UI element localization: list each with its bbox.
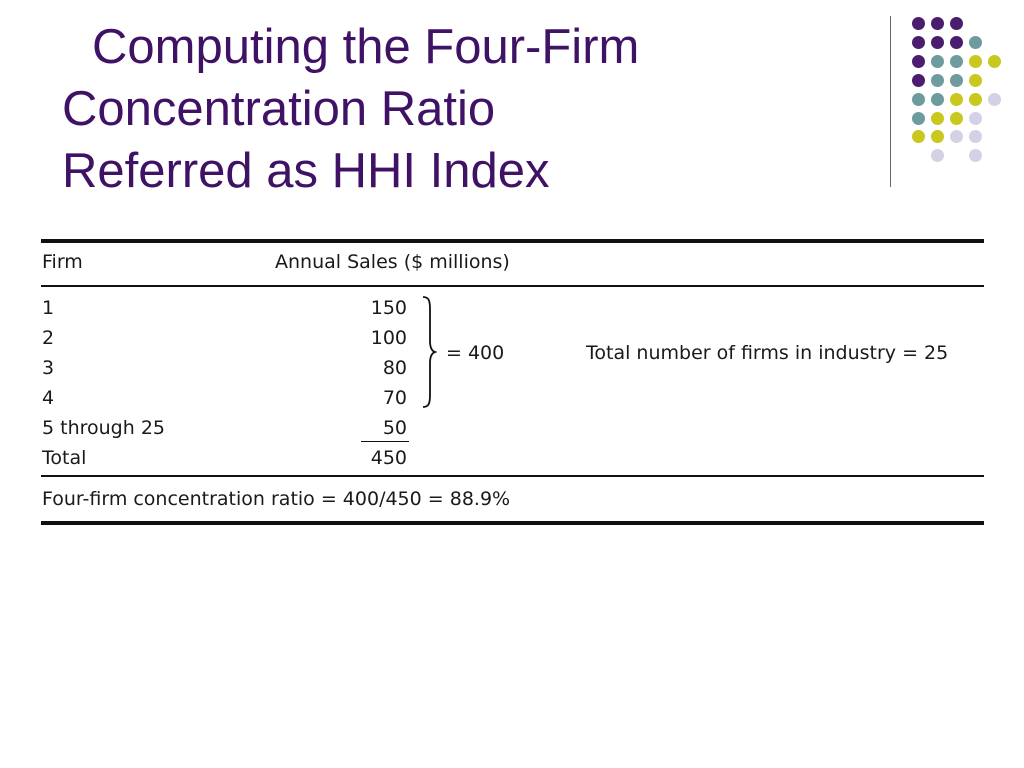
- bracket-sum: = 400: [446, 342, 505, 364]
- table-header-rule: [41, 285, 984, 287]
- title-line-1: Computing the Four-Firm: [92, 20, 640, 74]
- dot: [912, 17, 925, 30]
- dot: [969, 149, 982, 162]
- dot: [931, 36, 944, 49]
- dot: [988, 93, 1001, 106]
- dot: [931, 93, 944, 106]
- table-row-firm: 5 through 25: [42, 417, 165, 439]
- total-firms-note: Total number of firms in industry = 25: [586, 342, 949, 364]
- dot: [969, 36, 982, 49]
- dot: [931, 74, 944, 87]
- dot: [912, 130, 925, 143]
- title-line-3: Referred as HHI Index: [62, 144, 550, 198]
- dot: [931, 55, 944, 68]
- dot: [931, 149, 944, 162]
- total-label: Total: [42, 447, 87, 469]
- concentration-ratio-formula: Four-firm concentration ratio = 400/450 …: [42, 488, 511, 510]
- table-row-firm: 4: [42, 387, 55, 409]
- dot: [950, 36, 963, 49]
- header-annual-sales: Annual Sales ($ millions): [275, 251, 510, 273]
- dot: [969, 112, 982, 125]
- table-row-firm: 3: [42, 357, 55, 379]
- table-row-sales: 70: [382, 387, 407, 409]
- title-line-2: Concentration Ratio: [62, 82, 496, 136]
- header-firm: Firm: [42, 251, 83, 273]
- sum-underline: [361, 441, 409, 442]
- table-row-sales: 50: [382, 417, 407, 439]
- dot: [969, 93, 982, 106]
- dot: [969, 130, 982, 143]
- table-row-sales: 100: [370, 327, 407, 349]
- dot: [912, 112, 925, 125]
- dot: [950, 74, 963, 87]
- table-row-sales: 80: [382, 357, 407, 379]
- table-row-firm: 1: [42, 297, 55, 319]
- dot: [969, 55, 982, 68]
- dot: [912, 36, 925, 49]
- dot: [931, 130, 944, 143]
- table-total-rule: [41, 475, 984, 477]
- right-brace-icon: [422, 296, 437, 408]
- concentration-table: Firm Annual Sales ($ millions) 1 150 2 1…: [41, 239, 984, 529]
- dot: [950, 55, 963, 68]
- table-row-firm: 2: [42, 327, 55, 349]
- table-top-rule: [41, 239, 984, 243]
- slide-title: Computing the Four-Firm Concentration Ra…: [62, 16, 862, 202]
- total-value: 450: [370, 447, 407, 469]
- decorative-divider: [890, 16, 891, 187]
- dot: [912, 55, 925, 68]
- dot: [950, 93, 963, 106]
- dot: [931, 17, 944, 30]
- table-row-sales: 150: [370, 297, 407, 319]
- dot: [931, 112, 944, 125]
- dot: [912, 74, 925, 87]
- dot: [950, 112, 963, 125]
- table-bottom-rule: [41, 521, 984, 525]
- dot: [950, 130, 963, 143]
- dot: [950, 17, 963, 30]
- dot: [912, 93, 925, 106]
- dot: [969, 74, 982, 87]
- dot: [988, 55, 1001, 68]
